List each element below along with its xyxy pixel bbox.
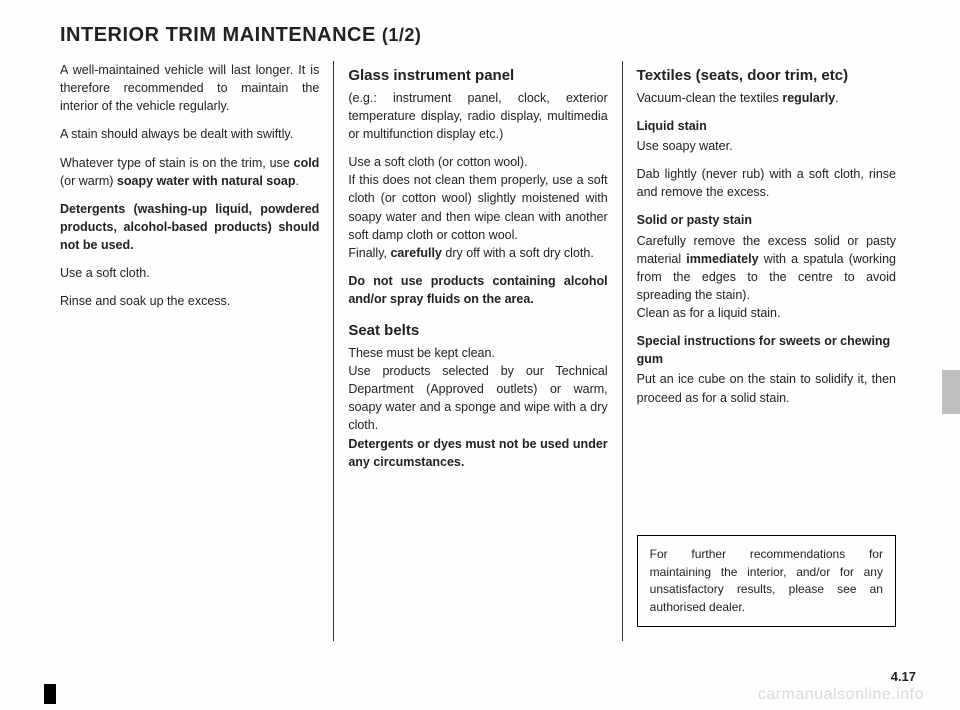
liquid-dab: Dab lightly (never rub) with a soft clot… (637, 165, 896, 201)
stain-swift: A stain should always be dealt with swif… (60, 125, 319, 143)
intro-para: A well-maintained vehicle will last long… (60, 61, 319, 115)
content-columns: A well-maintained vehicle will last long… (60, 61, 924, 641)
column-3: Textiles (seats, door trim, etc) Vacuum-… (622, 61, 924, 641)
title-main: INTERIOR TRIM MAINTENANCE (60, 24, 376, 46)
detergents-warning: Detergents (washing-up liquid, powdered … (60, 200, 319, 254)
page-number: 4.17 (891, 669, 916, 684)
glass-dry: Finally, carefully dry off with a soft d… (348, 244, 607, 262)
page-title: INTERIOR TRIM MAINTENANCE (1/2) (60, 24, 924, 47)
glass-softcloth: Use a soft cloth (or cotton wool). (348, 153, 607, 171)
glass-eg: (e.g.: instrument panel, clock, exterior… (348, 89, 607, 143)
corner-marker (44, 684, 56, 704)
side-tab (942, 370, 960, 414)
heading-solid: Solid or pasty stain (637, 211, 896, 229)
recommendation-box: For further recommendations for maintain… (637, 535, 896, 627)
watermark: carmanualsonline.info (758, 686, 924, 704)
belts-nodye: Detergents or dyes must not be used unde… (348, 435, 607, 471)
heading-textiles: Textiles (seats, door trim, etc) (637, 65, 896, 87)
sweets-ice: Put an ice cube on the stain to solidify… (637, 370, 896, 406)
glass-moisten: If this does not clean them properly, us… (348, 171, 607, 244)
liquid-soapy: Use soapy water. (637, 137, 896, 155)
title-sub: (1/2) (382, 25, 422, 45)
column-2: Glass instrument panel (e.g.: instrument… (333, 61, 621, 641)
heading-sweets: Special instructions for sweets or chewi… (637, 332, 896, 368)
column-1: A well-maintained vehicle will last long… (60, 61, 333, 641)
heading-glass: Glass instrument panel (348, 65, 607, 87)
textiles-vacuum: Vacuum-clean the textiles regularly. (637, 89, 896, 107)
heading-liquid: Liquid stain (637, 117, 896, 135)
glass-noalcohol: Do not use products containing alcohol a… (348, 272, 607, 308)
manual-page: INTERIOR TRIM MAINTENANCE (1/2) A well-m… (0, 0, 960, 710)
rinse-soak: Rinse and soak up the excess. (60, 292, 319, 310)
soft-cloth: Use a soft cloth. (60, 264, 319, 282)
solid-clean: Clean as for a liquid stain. (637, 304, 896, 322)
heading-belts: Seat belts (348, 320, 607, 342)
solid-remove: Carefully remove the excess solid or pas… (637, 232, 896, 305)
belts-clean: These must be kept clean. (348, 344, 607, 362)
stain-type: Whatever type of stain is on the trim, u… (60, 154, 319, 190)
belts-products: Use products selected by our Technical D… (348, 362, 607, 435)
